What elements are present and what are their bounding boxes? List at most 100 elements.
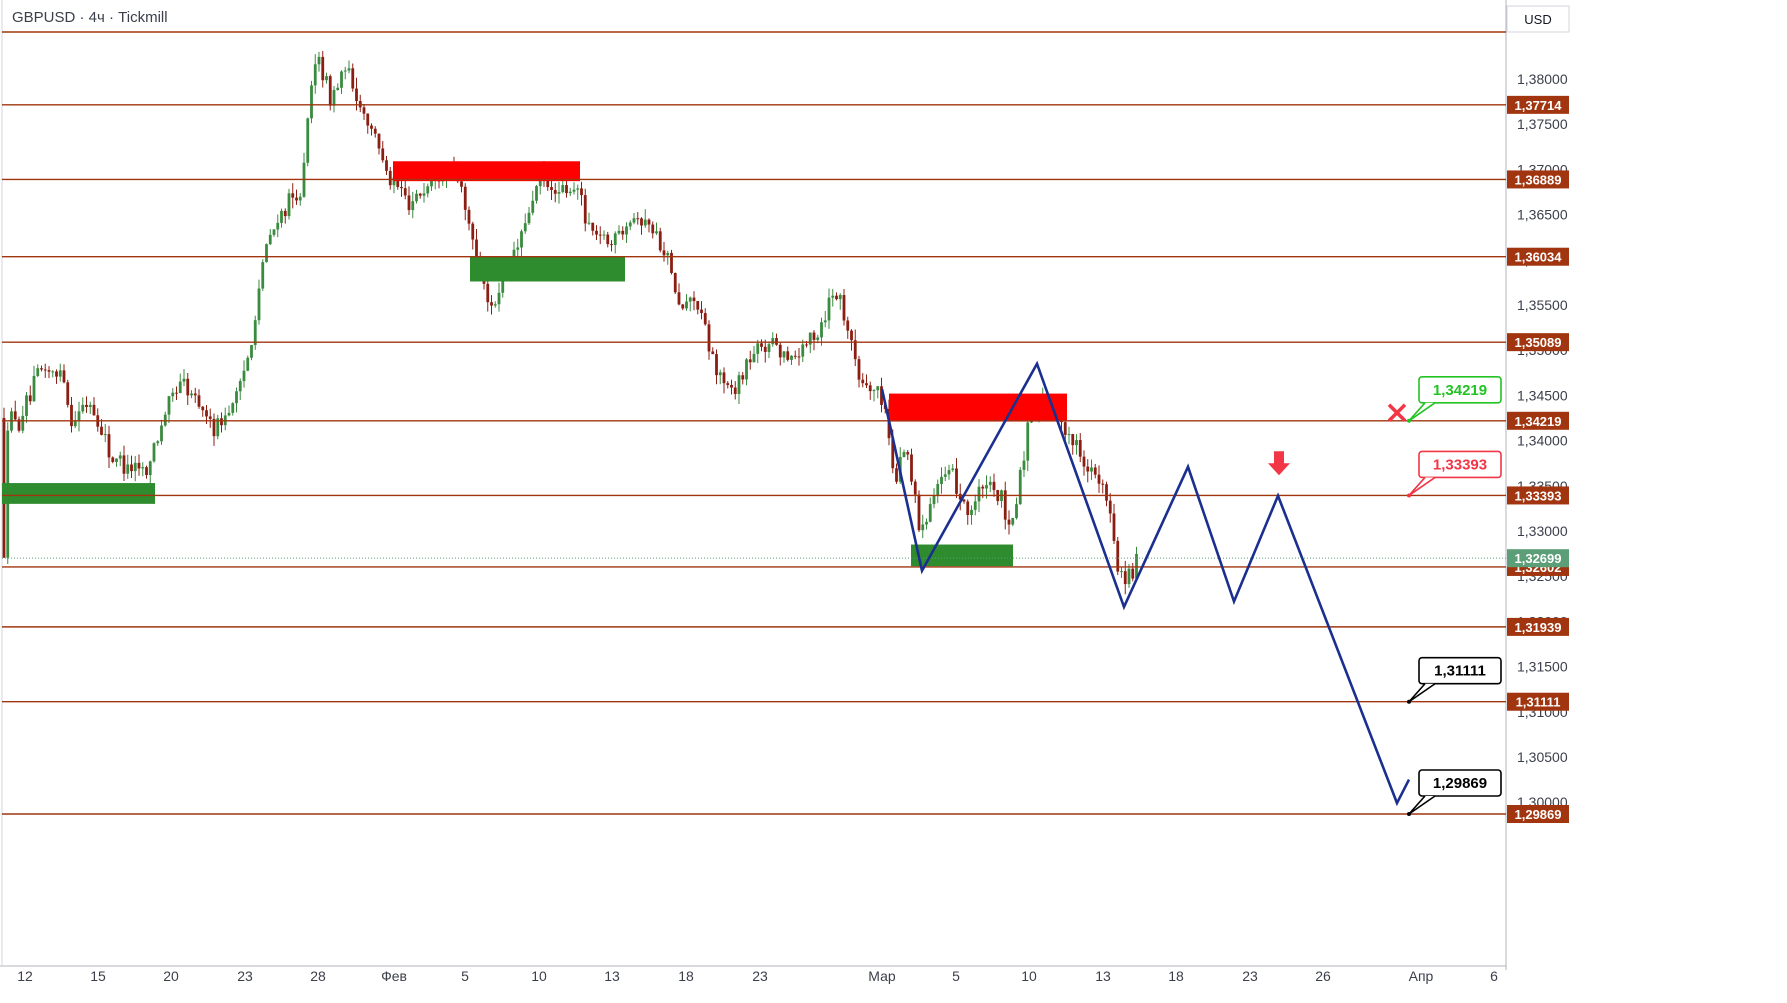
level-price-box [1507,805,1569,823]
candle-body [1105,484,1108,501]
candle-body [640,218,643,226]
candle-body [602,234,606,236]
level-price-text: 1,33393 [1515,488,1562,503]
candle-body [673,272,677,293]
candle-body [306,118,310,163]
current-price-text: 1,32699 [1515,551,1562,566]
resistance-zone [393,161,580,182]
candle-body [917,494,921,531]
candle-body [651,224,655,234]
candle-body [853,340,857,360]
candle-body [1093,467,1097,475]
candle-body [985,485,988,489]
candle-body [576,188,580,190]
candle-body [141,467,145,469]
candle-body [340,71,343,88]
candle-body [685,301,688,309]
candle-body [670,252,673,273]
callout-text: 1,29869 [1433,775,1487,792]
candle-body [362,107,366,114]
candle-body [280,210,283,223]
level-price-text: 1,36889 [1515,172,1562,187]
candle-body [913,481,917,495]
candle-body [88,404,92,408]
candle-body [771,338,775,345]
level-price-box [1507,247,1569,266]
candle-body [276,222,280,230]
candle-body [355,88,358,101]
candle-body [486,283,490,303]
candle-body [790,355,793,360]
candle-body [655,231,658,234]
candle-body [748,359,752,363]
x-tick-label: 10 [531,968,547,984]
candle-body [17,419,21,431]
candle-body [707,324,711,352]
candle-body [152,443,156,462]
candle-body [313,64,317,86]
candle-body [921,524,925,531]
candle-body [62,370,66,383]
candle-body [13,411,17,420]
candle-body [520,231,523,248]
candle-body [133,462,137,472]
candle-body [373,128,377,134]
x-tick-label: 23 [237,968,253,984]
level-price-text: 1,36034 [1515,250,1563,265]
invalidation-cross-icon [1387,403,1407,423]
level-price-box [1507,617,1569,636]
candle-body [377,133,381,149]
candle-body [846,320,850,331]
candle-body [310,85,313,119]
candle-body [392,177,396,186]
candle-body [111,457,115,462]
callout-anchor-dot [1407,812,1411,816]
candle-body [565,185,568,194]
x-tick-label: 6 [1490,968,1498,984]
level-price-text: 1,31939 [1515,620,1562,635]
candle-body [220,418,223,426]
candle-body [816,337,820,340]
x-tick-label: 15 [90,968,106,984]
candle-body [193,393,197,396]
price-callout: 1,29869 [1407,769,1502,816]
candle-body [857,359,861,380]
y-tick-label: 1,30500 [1517,749,1568,765]
candle-body [715,354,718,376]
candle-body [51,371,55,373]
candle-body [1026,422,1030,461]
candle-body [381,148,385,161]
x-tick-label: 13 [604,968,620,984]
candle-body [632,218,636,223]
candle-body [838,295,842,300]
level-price-box [1507,170,1569,189]
candle-body [865,383,868,386]
candle-body [208,416,212,419]
candle-body [902,452,906,457]
candle-body [1123,571,1127,585]
candle-body [115,458,118,462]
candle-body [167,396,171,415]
x-tick-label: 18 [678,968,694,984]
forecast-path [880,360,1411,807]
candle-body [175,392,178,394]
candle-body [1082,456,1086,467]
level-price-text: 1,37714 [1515,98,1563,113]
candle-body [1086,466,1090,472]
candle-body [81,404,85,412]
candle-body [1108,500,1112,514]
candle-body [936,484,940,497]
candle-body [947,470,951,475]
candle-body [805,344,808,346]
candle-body [658,231,662,251]
y-tick-label: 1,36500 [1517,207,1568,223]
candle-body [118,455,122,459]
callout-box [1418,769,1502,797]
currency-label: USD [1524,12,1551,27]
candle-body [793,355,797,357]
candle-body [1131,568,1135,579]
candle-body [332,90,336,106]
candle-body [347,68,351,71]
candle-body [272,229,276,235]
candle-body [827,297,831,321]
